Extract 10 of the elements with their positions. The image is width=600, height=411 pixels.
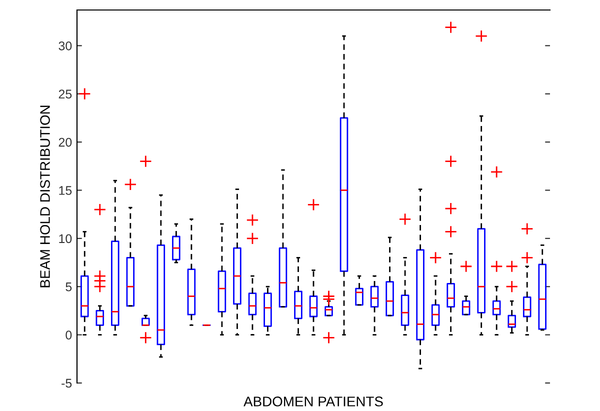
y-tick-label: 10	[59, 234, 72, 244]
y-tick-label: 25	[58, 90, 72, 99]
y-axis-title: BEAM HOLD DISTRIBUTION	[40, 106, 50, 288]
y-tick-label: 0	[66, 330, 72, 340]
y-tick-label: 15	[59, 186, 72, 195]
y-tick-label: -5	[62, 378, 72, 388]
y-tick-label: 20	[58, 138, 72, 147]
y-tick-label: 30	[58, 41, 72, 50]
y-tick-label: 5	[66, 282, 72, 292]
x-axis-title: ABDOMEN PATIENTS	[244, 396, 383, 406]
